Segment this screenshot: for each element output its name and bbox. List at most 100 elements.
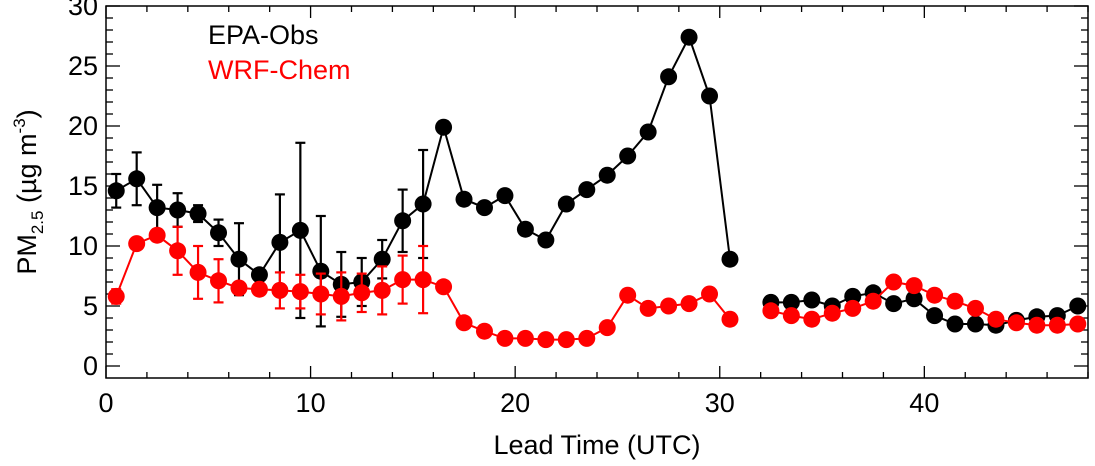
- data-point: [373, 250, 391, 268]
- data-point: [680, 28, 698, 46]
- data-point: [455, 314, 473, 332]
- data-point: [803, 291, 821, 309]
- y-axis-title-base: PM: [12, 234, 42, 275]
- data-point: [926, 307, 944, 325]
- x-tick-label: 20: [500, 388, 530, 418]
- data-point: [414, 195, 432, 213]
- data-point: [332, 287, 350, 305]
- data-point: [373, 281, 391, 299]
- data-point: [250, 280, 268, 298]
- data-point: [864, 292, 882, 310]
- data-point: [1069, 297, 1087, 315]
- data-point: [537, 231, 555, 249]
- axis-ticks: [105, 5, 1089, 378]
- data-point: [762, 302, 780, 320]
- data-point: [250, 266, 268, 284]
- data-point: [271, 233, 289, 251]
- tick-labels: 0 10 20 30 40 0 5 10 15 20 25 30: [68, 0, 939, 418]
- data-point: [107, 182, 125, 200]
- data-point: [639, 123, 657, 141]
- data-point: [455, 190, 473, 208]
- data-point: [537, 331, 555, 349]
- data-point: [475, 199, 493, 217]
- data-point: [148, 226, 166, 244]
- y-tick-label: 0: [83, 351, 98, 381]
- y-axis-title: PM2.5 (µg m-3): [10, 109, 47, 274]
- data-point: [1007, 314, 1025, 332]
- data-point: [701, 87, 719, 105]
- data-point: [966, 299, 984, 317]
- data-point: [987, 310, 1005, 328]
- data-point: [844, 287, 862, 305]
- data-point: [1028, 316, 1046, 334]
- data-point: [926, 286, 944, 304]
- data-point: [516, 220, 534, 238]
- data-point: [496, 329, 514, 347]
- data-point: [619, 286, 637, 304]
- data-point: [291, 221, 309, 239]
- data-point: [782, 307, 800, 325]
- legend-entry-wrf-chem: WRF-Chem: [208, 55, 351, 85]
- data-point: [844, 299, 862, 317]
- data-point: [578, 329, 596, 347]
- data-point: [312, 262, 330, 280]
- data-point: [598, 166, 616, 184]
- data-point: [823, 304, 841, 322]
- data-point: [394, 271, 412, 289]
- data-point: [394, 212, 412, 230]
- y-axis-title-units: (µg m: [12, 133, 42, 210]
- data-point: [557, 331, 575, 349]
- data-point: [312, 285, 330, 303]
- y-axis-title-subscript: 2.5: [28, 211, 47, 235]
- data-point: [660, 68, 678, 86]
- y-tick-label: 15: [68, 171, 98, 201]
- x-tick-label: 10: [296, 388, 326, 418]
- data-point: [435, 278, 453, 296]
- data-point: [1048, 316, 1066, 334]
- data-point: [210, 224, 228, 242]
- series-line: [770, 280, 1078, 327]
- x-tick-label: 40: [909, 388, 939, 418]
- x-tick-label: 0: [98, 388, 113, 418]
- data-point: [128, 170, 146, 188]
- legend-entry-epa-obs: EPA-Obs: [208, 20, 319, 50]
- data-point: [189, 205, 207, 223]
- data-point: [905, 277, 923, 295]
- data-point: [619, 147, 637, 165]
- series-line: [770, 291, 1079, 327]
- data-point: [578, 181, 596, 199]
- y-tick-label: 5: [83, 291, 98, 321]
- plot-frame: [105, 5, 1089, 379]
- data-point: [271, 281, 289, 299]
- series-wrf-chem: [107, 225, 1087, 349]
- data-point: [210, 272, 228, 290]
- data-point: [885, 295, 903, 313]
- data-point: [557, 195, 575, 213]
- data-point: [291, 283, 309, 301]
- y-axis-title-superscript: -3: [10, 118, 29, 133]
- y-tick-label: 25: [68, 51, 98, 81]
- x-axis-title: Lead Time (UTC): [493, 430, 700, 460]
- data-point: [230, 279, 248, 297]
- y-tick-label: 30: [68, 0, 98, 21]
- data-point: [353, 284, 371, 302]
- data-point: [148, 199, 166, 217]
- data-point: [496, 187, 514, 205]
- data-point: [475, 322, 493, 340]
- data-point: [721, 250, 739, 268]
- data-point: [128, 235, 146, 253]
- legend: EPA-Obs WRF-Chem: [208, 20, 351, 85]
- data-point: [189, 263, 207, 281]
- data-point: [803, 310, 821, 328]
- data-point: [905, 290, 923, 308]
- data-point: [885, 273, 903, 291]
- data-point: [680, 295, 698, 313]
- data-point: [946, 315, 964, 333]
- y-tick-label: 20: [68, 111, 98, 141]
- data-point: [1069, 315, 1087, 333]
- data-point: [169, 201, 187, 219]
- data-point: [639, 299, 657, 317]
- data-point: [782, 293, 800, 311]
- data-point: [721, 310, 739, 328]
- data-point: [435, 118, 453, 136]
